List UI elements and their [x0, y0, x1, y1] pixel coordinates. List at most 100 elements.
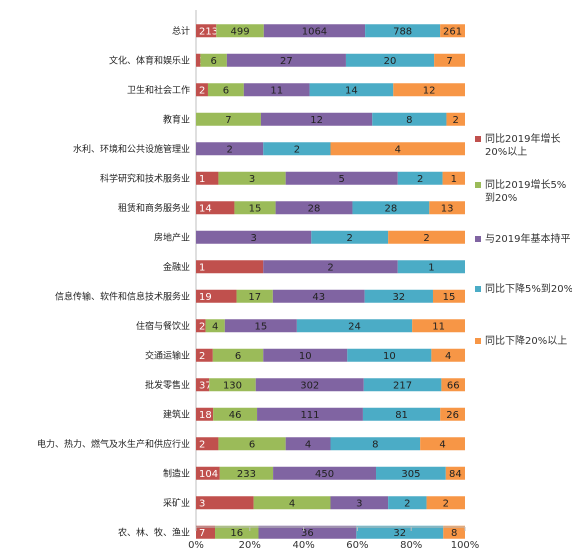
- bar-segment: [273, 466, 377, 480]
- data-label: 27: [280, 56, 293, 67]
- bar-segment: [196, 319, 206, 333]
- data-label: 15: [254, 321, 267, 332]
- bar-segment: [243, 83, 310, 97]
- data-label: 17: [248, 292, 261, 303]
- data-label: 2: [226, 144, 232, 155]
- bar-segment: [440, 24, 465, 38]
- data-label: 1064: [302, 26, 327, 37]
- category-label: 交通运输业: [145, 349, 190, 361]
- category-label: 金融业: [163, 261, 190, 273]
- legend-label: 同比2019年增长 20%以上: [485, 132, 560, 158]
- data-label: 7: [446, 56, 452, 67]
- bar-segment: [431, 348, 466, 362]
- data-label: 6: [223, 85, 229, 96]
- data-label: 43: [312, 292, 325, 303]
- bar-segment: [356, 525, 444, 539]
- bar-segment: [215, 525, 259, 539]
- data-label: 6: [210, 56, 216, 67]
- category-label: 电力、热力、燃气及水生产和供应行业: [37, 438, 190, 450]
- bar-segment: [200, 53, 227, 67]
- bar-segment: [216, 24, 264, 38]
- data-label: 18: [199, 410, 212, 421]
- data-label: 32: [392, 292, 405, 303]
- bar-segment: [218, 437, 286, 451]
- bar-segment: [330, 496, 389, 510]
- x-tick-label: 0%: [188, 540, 204, 551]
- data-label: 8: [406, 115, 412, 126]
- data-label: 10: [299, 351, 312, 362]
- data-label: 8: [372, 439, 378, 450]
- data-label: 16: [230, 528, 243, 539]
- data-label: 1: [199, 262, 205, 273]
- bar-segment: [257, 407, 363, 421]
- bar-segment: [434, 53, 465, 67]
- data-label: 261: [443, 26, 462, 37]
- bar-segment: [212, 348, 264, 362]
- bar-segment: [196, 142, 264, 156]
- category-label: 农、林、牧、渔业: [118, 526, 190, 538]
- data-label: 24: [348, 321, 361, 332]
- data-label: 46: [229, 410, 242, 421]
- data-label: 8: [451, 528, 457, 539]
- legend-swatch: [475, 338, 481, 344]
- category-label: 信息传输、软件和信息技术服务业: [55, 290, 190, 302]
- data-label: 11: [270, 85, 283, 96]
- bar-segment: [432, 289, 465, 303]
- legend-label: 同比下降5%到20%: [485, 282, 572, 295]
- legend-label: 同比2019增长5%到20%: [485, 178, 566, 204]
- bar-segment: [234, 201, 276, 215]
- category-label: 教育业: [163, 113, 190, 125]
- bar-segment: [443, 525, 465, 539]
- bar-segment: [347, 348, 432, 362]
- bar-segment: [441, 378, 465, 392]
- data-label: 3: [199, 498, 205, 509]
- bar-segment: [196, 289, 237, 303]
- data-label: 2: [199, 321, 205, 332]
- x-tick-label: 40%: [292, 540, 314, 551]
- data-label: 2: [417, 174, 423, 185]
- bar-segment: [442, 171, 465, 185]
- bar-segment: [224, 319, 297, 333]
- data-label: 32: [393, 528, 406, 539]
- data-label: 12: [310, 115, 323, 126]
- legend-swatch: [475, 236, 481, 242]
- bar-segment: [196, 24, 217, 38]
- data-label: 4: [305, 439, 311, 450]
- bar-segment: [412, 319, 465, 333]
- bar-segment: [260, 112, 373, 126]
- bar-segment: [196, 260, 264, 274]
- data-label: 28: [385, 203, 398, 214]
- bar-segment: [255, 378, 364, 392]
- bar-segment: [372, 112, 447, 126]
- bar-segment: [429, 201, 465, 215]
- data-label: 2: [423, 233, 429, 244]
- data-label: 305: [401, 469, 420, 480]
- data-label: 81: [395, 410, 408, 421]
- bar-segment: [446, 112, 465, 126]
- data-label: 1: [451, 174, 457, 185]
- data-label: 11: [432, 321, 445, 332]
- data-label: 4: [445, 351, 451, 362]
- bar-segment: [362, 407, 441, 421]
- data-label: 1: [199, 174, 205, 185]
- legend-swatch: [475, 286, 481, 292]
- data-label: 15: [443, 292, 456, 303]
- data-label: 4: [439, 439, 445, 450]
- bar-segment: [236, 289, 273, 303]
- data-label: 84: [449, 469, 462, 480]
- bar-segment: [275, 201, 353, 215]
- bar-segment: [388, 230, 465, 244]
- bar-segment: [330, 437, 421, 451]
- bar-segment: [296, 319, 413, 333]
- bar-segment: [207, 83, 244, 97]
- bar-segment: [426, 496, 465, 510]
- bar-segment: [397, 260, 465, 274]
- data-label: 2: [347, 233, 353, 244]
- bar-segment: [352, 201, 430, 215]
- bar-segment: [445, 466, 465, 480]
- data-label: 213: [199, 26, 218, 37]
- bar-segment: [196, 466, 220, 480]
- bar-segment: [365, 24, 441, 38]
- data-label: 28: [308, 203, 321, 214]
- data-label: 37: [199, 380, 212, 391]
